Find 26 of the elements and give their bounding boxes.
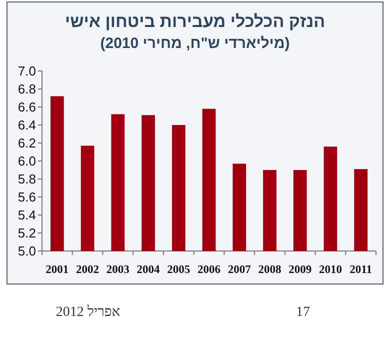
x-tick-label: 2009 [288, 264, 312, 276]
y-tick-label: 6.2 [18, 136, 36, 150]
y-tick-label: 6.4 [18, 118, 36, 132]
chart-subtitle: (מיליארדי ש"ח, מחירי 2010) [100, 35, 290, 52]
x-tick-label: 2006 [198, 264, 221, 276]
x-tick-label: 2001 [46, 264, 69, 276]
x-tick-label: 2007 [228, 264, 252, 276]
chart-title: הנזק הכלכלי מעבירות ביטחון אישי [64, 12, 326, 31]
x-tick-label: 2003 [106, 264, 130, 276]
y-tick-label: 5.6 [18, 190, 36, 204]
x-tick-label: 2008 [258, 264, 282, 276]
y-tick-label: 6.0 [18, 154, 36, 168]
x-tick-label: 2005 [167, 264, 190, 276]
y-tick-label: 5.8 [18, 172, 36, 186]
x-tick-label: 2002 [76, 264, 100, 276]
y-tick-label: 6.8 [18, 82, 36, 96]
y-tick-label: 6.6 [18, 100, 36, 114]
text: 17 [296, 305, 310, 320]
x-tick-label: 2011 [350, 264, 372, 276]
y-tick-label: 5.4 [18, 208, 36, 222]
x-tick-label: 2004 [136, 264, 160, 276]
y-tick-label: 5.2 [18, 226, 36, 240]
text: אפריל 2012 [56, 304, 120, 320]
y-tick-label: 5.0 [18, 244, 36, 258]
x-tick-label: 2010 [318, 264, 342, 276]
y-tick-label: 7.0 [18, 64, 36, 78]
